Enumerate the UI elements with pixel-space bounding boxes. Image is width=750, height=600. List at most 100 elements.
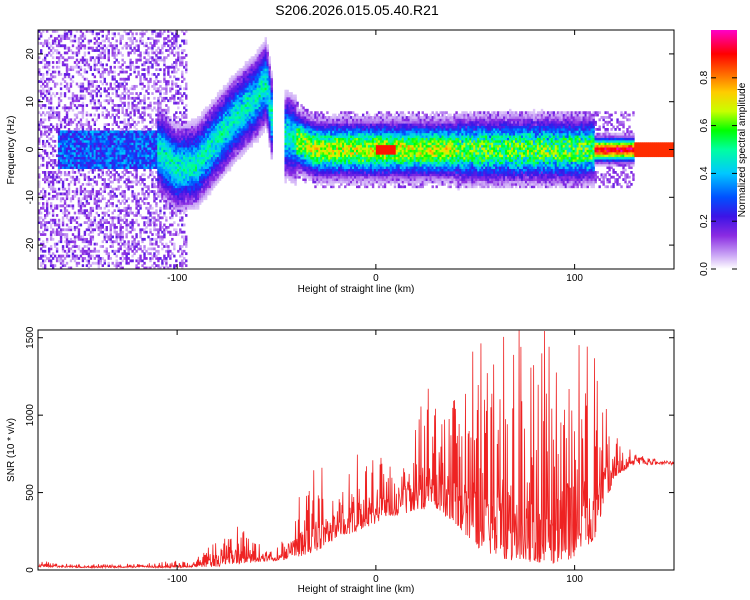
spectrogram-cell	[179, 159, 182, 162]
spectrogram-cell	[149, 144, 152, 148]
spectrogram-cell	[133, 228, 136, 232]
spectrogram-cell	[220, 125, 224, 129]
spectrogram-cell	[169, 223, 172, 227]
spectrogram-cell	[87, 175, 91, 179]
spectrogram-cell	[155, 49, 158, 52]
spectrogram-cell	[224, 94, 228, 98]
spectrogram-cell	[55, 37, 59, 40]
spectrogram-cell	[137, 135, 140, 138]
spectrogram-cell	[87, 151, 91, 155]
spectrogram-cell	[99, 147, 102, 150]
spectrogram-cell	[141, 118, 144, 122]
spectrogram-cell	[123, 221, 126, 224]
spectrogram-cell	[193, 199, 196, 203]
spectrogram-cell	[218, 104, 222, 107]
spectrogram-cell	[119, 104, 122, 107]
spectrogram-cell	[167, 34, 170, 38]
spectrogram-cell	[131, 135, 134, 138]
spectrogram-cell	[208, 113, 212, 117]
spectrogram-cell	[121, 237, 124, 241]
spectrogram-cell	[189, 132, 192, 136]
spectrogram-cell	[143, 247, 146, 251]
spectrogram-cell	[47, 185, 51, 189]
spectrogram-cell	[67, 266, 71, 269]
spectrogram-cell	[147, 130, 150, 134]
spectrogram-cell	[214, 178, 218, 181]
spectrogram-cell	[45, 257, 49, 260]
spectrogram-cell	[173, 147, 176, 150]
spectrogram-cell	[75, 225, 79, 229]
spectrogram-cell	[51, 80, 55, 83]
spectrogram-cell	[214, 127, 218, 131]
spectrogram-cell	[137, 257, 140, 260]
spectrogram-cell	[131, 32, 134, 36]
spectrogram-cell	[129, 87, 132, 91]
spectrogram-cell	[139, 32, 142, 36]
spectrogram-cell	[95, 211, 99, 215]
spectrogram-cell	[111, 130, 114, 134]
spectrogram-cell	[135, 127, 138, 131]
spectrogram-cell	[177, 180, 180, 184]
spectrogram-cell	[77, 237, 81, 241]
spectrogram-cell	[169, 204, 172, 208]
spectrogram-cell	[109, 230, 112, 234]
spectrogram-cell	[139, 41, 142, 45]
spectrogram-cell	[151, 182, 154, 186]
spectrogram-cell	[204, 116, 208, 119]
spectrogram-cell	[163, 58, 166, 62]
spectrogram-cell	[39, 120, 43, 124]
spectrogram-cell	[222, 106, 226, 110]
spectrogram-cell	[125, 113, 128, 117]
spectrogram-cell	[105, 113, 108, 117]
spectrogram-cell	[167, 245, 170, 248]
spectrogram-cell	[101, 135, 104, 138]
spectrogram-cell	[95, 32, 99, 36]
spectrogram-cell	[73, 240, 77, 244]
spectrogram-cell	[161, 185, 164, 189]
spectrogram-cell	[101, 142, 104, 146]
spectrogram-cell	[61, 151, 65, 155]
spectrogram-cell	[153, 175, 156, 179]
spectrogram-cell	[97, 264, 101, 268]
spectrogram-cell	[89, 84, 93, 88]
spectrogram-cell	[157, 123, 160, 126]
spectrogram-cell	[149, 106, 152, 110]
spectrogram-cell	[183, 204, 186, 208]
spectrogram-cell	[97, 32, 101, 36]
spectrogram-cell	[109, 216, 112, 220]
spectrogram-cell	[51, 197, 55, 201]
spectrogram-cell	[189, 185, 192, 189]
spectrogram-cell	[224, 168, 228, 172]
spectrogram-cell	[200, 130, 204, 134]
spectrogram-cell	[157, 192, 160, 196]
spectrogram-cell	[143, 127, 146, 131]
spectrogram-cell	[75, 254, 79, 258]
spectrogram-cell	[131, 159, 134, 162]
spectrogram-cell	[161, 247, 164, 251]
spectrogram-cell	[81, 161, 85, 165]
spectrogram-cell	[125, 125, 128, 129]
spectrogram-cell	[183, 230, 186, 234]
spectrogram-cell	[129, 46, 132, 50]
spectrogram-cell	[83, 154, 87, 158]
spectrogram-cell	[193, 192, 196, 196]
spectrogram-cell	[220, 171, 224, 174]
spectrogram-cell	[161, 154, 164, 158]
spectrogram-cell	[159, 173, 162, 177]
spectrogram-cell	[147, 106, 150, 110]
spectrogram-cell	[143, 99, 146, 103]
spectrogram-cell	[149, 173, 152, 177]
spectrogram-cell	[39, 197, 43, 201]
spectrogram-cell	[179, 264, 182, 268]
spectrogram-cell	[85, 264, 89, 268]
spectrogram-cell	[220, 135, 224, 138]
spectrogram-cell	[101, 178, 104, 181]
spectrogram-cell	[171, 199, 174, 203]
spectrogram-cell	[65, 73, 69, 76]
spectrogram-cell	[179, 180, 182, 184]
spectrogram-cell	[99, 151, 102, 155]
spectrogram-cell	[129, 63, 132, 67]
spectrogram-cell	[95, 80, 99, 83]
spectrogram-cell	[49, 75, 53, 79]
spectrogram-cell	[77, 245, 81, 248]
